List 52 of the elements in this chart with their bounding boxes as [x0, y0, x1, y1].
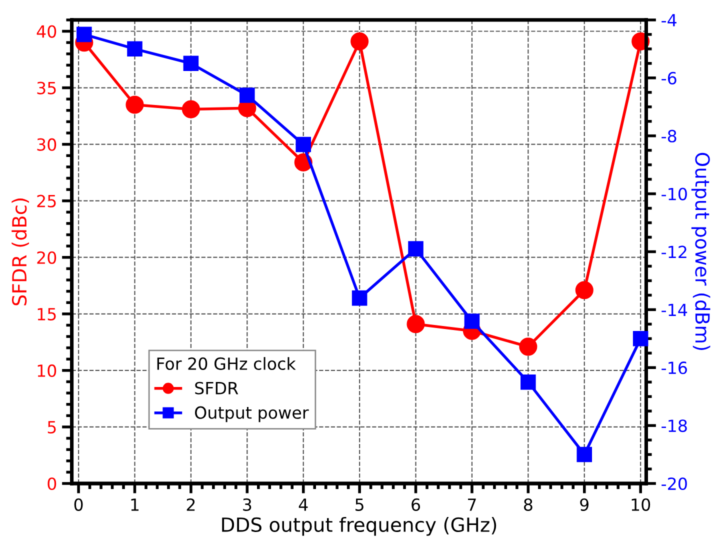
point	[519, 338, 538, 356]
point	[576, 446, 592, 462]
x-tick-label: 6	[412, 498, 420, 511]
point	[575, 281, 594, 300]
x-tick-label: 7	[468, 498, 476, 511]
x-axis-title: DDS output frequency (GHz)	[222, 516, 496, 536]
point	[76, 26, 92, 42]
legend-label: Output power	[194, 406, 309, 422]
y2-tick-label: -18	[662, 420, 687, 432]
point	[520, 374, 536, 390]
point	[406, 315, 425, 334]
point	[126, 96, 144, 114]
y2-tick-label: -14	[662, 304, 688, 316]
x-tick-label: 4	[298, 498, 308, 511]
y2-tick-label: -6	[662, 72, 676, 84]
point	[127, 41, 142, 57]
point	[296, 136, 311, 152]
y-tick-label: 20	[37, 251, 56, 264]
point	[352, 290, 368, 306]
point	[408, 241, 424, 256]
x-tick-label: 1	[131, 498, 139, 511]
y-tick-label: 0	[48, 477, 56, 490]
x-tick-label: 3	[243, 498, 252, 511]
x-tick-label: 2	[186, 498, 195, 511]
x-tick-label: 5	[356, 498, 364, 511]
x-tick-label: 10	[632, 498, 650, 511]
y2-axis-title: Output power (dBm)	[691, 152, 710, 350]
point	[182, 100, 200, 118]
x-tick-label: 0	[74, 498, 83, 511]
y2-tick-label: -16	[662, 362, 687, 374]
y2-tick-label: -10	[662, 188, 687, 200]
legend-label: SFDR	[195, 382, 238, 394]
point	[350, 32, 369, 50]
y-tick-label: 10	[38, 364, 56, 377]
y2-tick-label: -20	[662, 477, 687, 490]
y-tick-label: 30	[37, 138, 56, 151]
y-axis-title: SFDR (dBc)	[12, 198, 29, 306]
point	[464, 314, 480, 329]
y-tick-label: 5	[48, 421, 56, 434]
y-tick-label: 35	[37, 82, 56, 94]
x-tick-label: 9	[580, 498, 589, 511]
point	[240, 88, 255, 103]
y2-tick-label: -4	[662, 14, 676, 26]
point	[632, 330, 648, 346]
y-tick-label: 40	[36, 25, 56, 38]
point	[183, 56, 199, 72]
legend-title: For 20 GHz clock	[157, 357, 296, 370]
y2-tick-label: -12	[662, 246, 686, 258]
y-tick-label: 15	[38, 308, 56, 320]
y2-tick-label: -8	[662, 130, 676, 142]
y-tick-label: 25	[37, 194, 56, 208]
x-tick-label: 8	[524, 498, 532, 511]
